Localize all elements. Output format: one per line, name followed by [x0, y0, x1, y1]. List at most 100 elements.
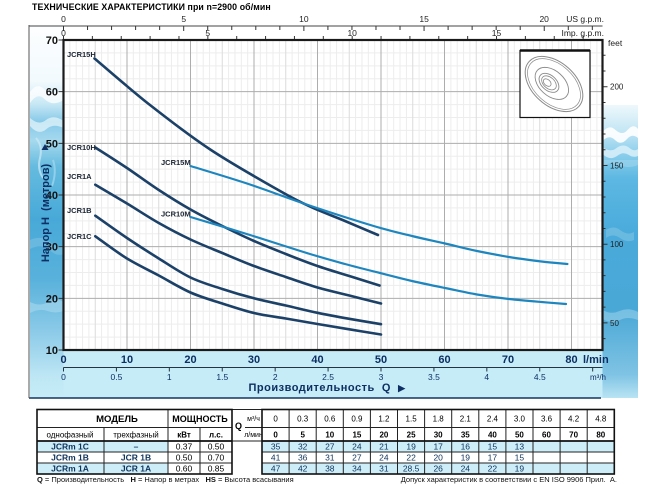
svg-text:10: 10: [347, 28, 357, 38]
svg-text:70: 70: [502, 354, 514, 366]
svg-text:4: 4: [484, 372, 489, 382]
svg-text:60: 60: [46, 87, 58, 99]
svg-text:31: 31: [379, 464, 389, 474]
svg-text:JCRm 1B: JCRm 1B: [51, 453, 89, 463]
svg-text:кВт: кВт: [177, 431, 191, 440]
svg-text:70: 70: [569, 431, 578, 440]
svg-text:31: 31: [325, 453, 335, 463]
svg-text:41: 41: [271, 453, 281, 463]
svg-text:m³/h: m³/h: [590, 373, 606, 382]
svg-text:5: 5: [181, 14, 186, 24]
svg-text:3: 3: [379, 372, 384, 382]
svg-text:36: 36: [298, 453, 308, 463]
svg-text:35: 35: [271, 442, 281, 452]
svg-text:US g.p.m.: US g.p.m.: [566, 14, 604, 24]
svg-text:200: 200: [610, 83, 624, 92]
svg-text:JCRm 1A: JCRm 1A: [51, 464, 89, 474]
svg-text:0.85: 0.85: [208, 464, 225, 474]
svg-text:JCR15M: JCR15M: [161, 158, 191, 167]
svg-text:60: 60: [542, 431, 551, 440]
svg-text:80: 80: [565, 354, 577, 366]
svg-text:150: 150: [610, 161, 624, 170]
svg-text:27: 27: [352, 453, 362, 463]
svg-text:0.5: 0.5: [110, 372, 122, 382]
svg-text:0.9: 0.9: [351, 415, 363, 424]
svg-text:16: 16: [461, 442, 471, 452]
svg-text:однофазный: однофазный: [46, 431, 93, 440]
svg-text:0.50: 0.50: [208, 442, 225, 452]
svg-text:15: 15: [492, 28, 502, 38]
svg-text:100: 100: [610, 240, 624, 249]
svg-text:50: 50: [610, 319, 619, 328]
svg-text:35: 35: [461, 431, 470, 440]
svg-text:42: 42: [298, 464, 308, 474]
svg-text:40: 40: [46, 190, 58, 202]
svg-text:40: 40: [488, 431, 497, 440]
svg-text:5: 5: [300, 431, 305, 440]
svg-text:19: 19: [515, 464, 525, 474]
svg-text:50: 50: [46, 138, 58, 150]
svg-text:30: 30: [46, 242, 58, 254]
svg-text:0: 0: [61, 14, 66, 24]
svg-text:0: 0: [61, 28, 66, 38]
svg-text:10: 10: [299, 14, 309, 24]
svg-text:Напор H (метров): Напор H (метров): [40, 164, 52, 263]
svg-text:0: 0: [61, 372, 66, 382]
svg-text:10: 10: [325, 431, 334, 440]
svg-text:JCR 1A: JCR 1A: [121, 464, 151, 474]
svg-text:17: 17: [433, 442, 443, 452]
svg-text:10: 10: [46, 345, 58, 357]
svg-text:30: 30: [248, 354, 260, 366]
svg-text:22: 22: [406, 453, 416, 463]
svg-text:47: 47: [271, 464, 281, 474]
svg-text:80: 80: [596, 431, 605, 440]
svg-text:19: 19: [406, 442, 416, 452]
svg-text:24: 24: [379, 453, 389, 463]
svg-text:JCRm 1C: JCRm 1C: [51, 442, 89, 452]
svg-text:–: –: [134, 442, 139, 452]
svg-text:0.50: 0.50: [176, 453, 193, 463]
svg-text:JCR 1B: JCR 1B: [121, 453, 151, 463]
svg-text:32: 32: [298, 442, 308, 452]
svg-text:1.5: 1.5: [216, 372, 228, 382]
svg-text:Imp. g.p.m.: Imp. g.p.m.: [561, 28, 604, 38]
svg-text:20: 20: [539, 14, 549, 24]
svg-text:1.2: 1.2: [378, 415, 390, 424]
svg-text:0: 0: [273, 431, 278, 440]
svg-text:50: 50: [515, 431, 524, 440]
svg-text:28.5: 28.5: [403, 464, 420, 474]
svg-text:15: 15: [488, 442, 498, 452]
svg-text:0.6: 0.6: [324, 415, 336, 424]
svg-text:40: 40: [311, 354, 323, 366]
svg-text:0.37: 0.37: [176, 442, 193, 452]
svg-text:3.5: 3.5: [428, 372, 440, 382]
svg-text:5: 5: [205, 28, 210, 38]
svg-text:Производительность Q ▶: Производительность Q ▶: [249, 382, 407, 394]
svg-text:0: 0: [60, 354, 66, 366]
svg-text:1: 1: [167, 372, 172, 382]
svg-text:60: 60: [438, 354, 450, 366]
svg-text:30: 30: [434, 431, 443, 440]
svg-text:4.8: 4.8: [595, 415, 607, 424]
svg-text:JCR1A: JCR1A: [67, 172, 92, 181]
svg-text:l/min: l/min: [583, 354, 609, 366]
svg-text:2.1: 2.1: [460, 415, 472, 424]
svg-text:м³/ч: м³/ч: [247, 416, 260, 423]
svg-text:2.4: 2.4: [487, 415, 499, 424]
svg-text:л.с.: л.с.: [209, 431, 223, 440]
svg-text:JCR10H: JCR10H: [67, 143, 96, 152]
svg-text:3.0: 3.0: [514, 415, 526, 424]
svg-text:Q: Q: [235, 421, 242, 431]
svg-text:0.70: 0.70: [208, 453, 225, 463]
svg-text:22: 22: [488, 464, 498, 474]
svg-text:JCR1C: JCR1C: [67, 232, 92, 241]
svg-text:0.3: 0.3: [297, 415, 309, 424]
svg-text:20: 20: [46, 293, 58, 305]
svg-text:0: 0: [273, 415, 278, 424]
svg-text:л/мин: л/мин: [244, 432, 263, 439]
svg-text:4.2: 4.2: [568, 415, 580, 424]
svg-text:10: 10: [121, 354, 133, 366]
svg-text:24: 24: [352, 442, 362, 452]
svg-text:2: 2: [273, 372, 278, 382]
svg-text:20: 20: [433, 453, 443, 463]
